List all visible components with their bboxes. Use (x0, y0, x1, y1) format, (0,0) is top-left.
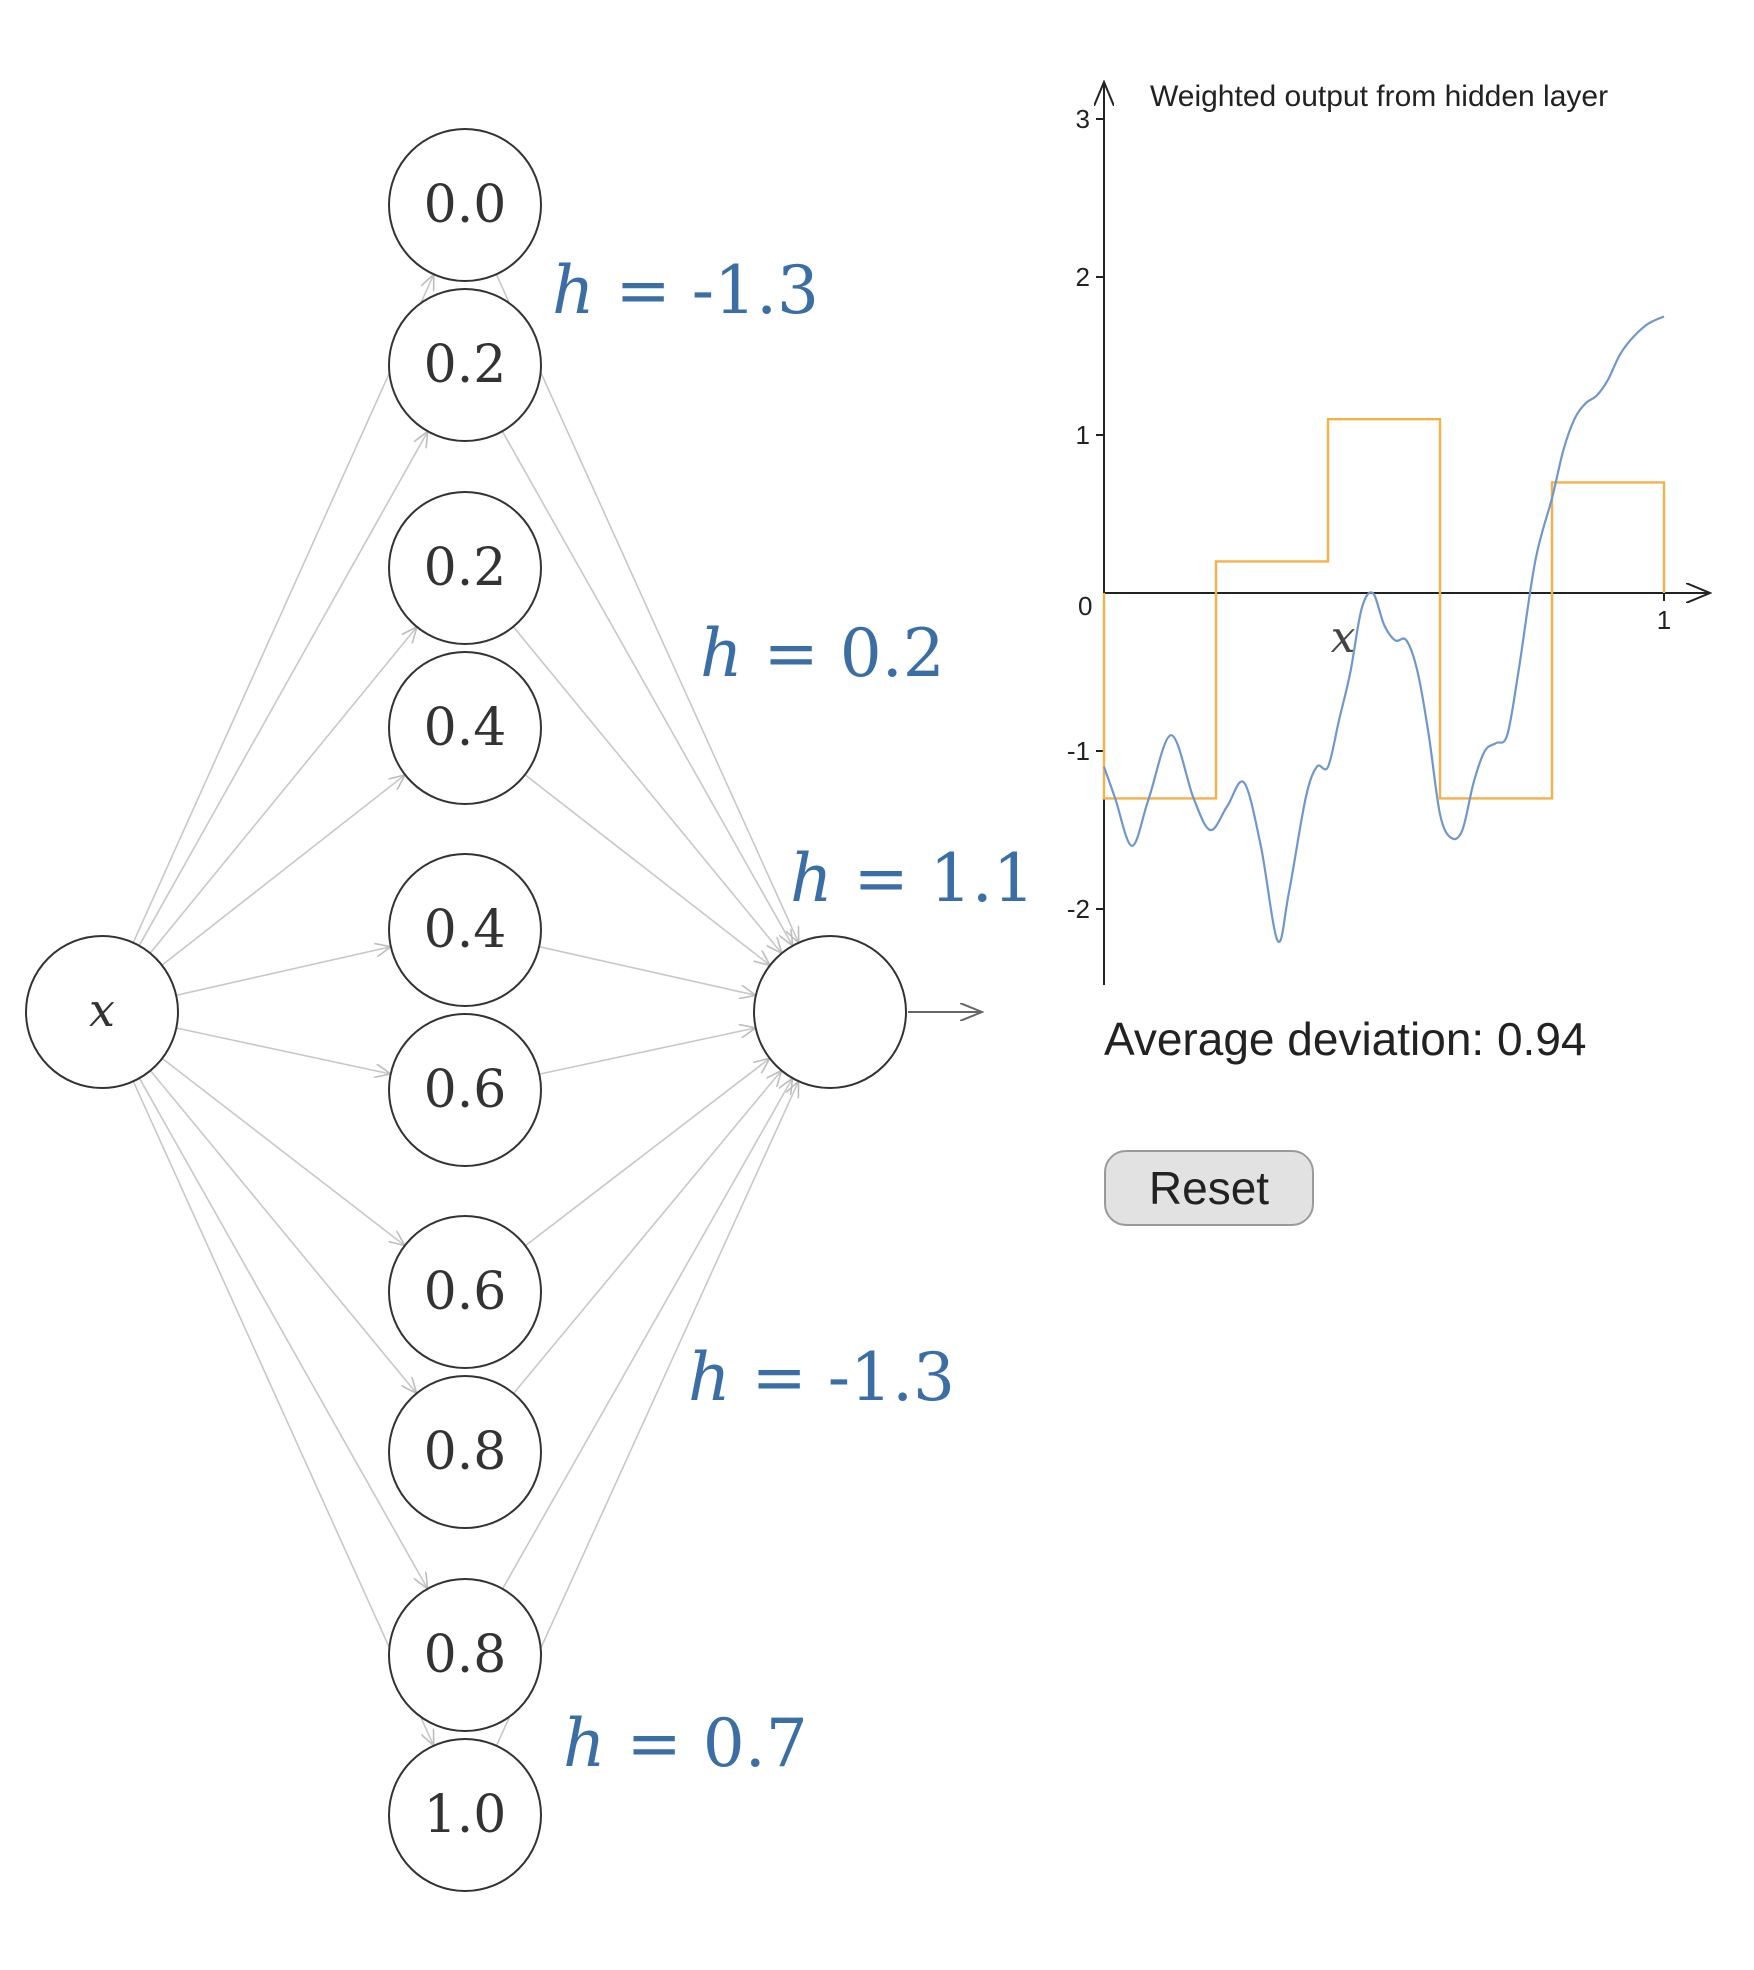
edge-hidden-output-8 (501, 1078, 793, 1590)
hidden-node-6[interactable]: 0.6 (388, 1215, 542, 1369)
input-node-label: x (89, 983, 115, 1037)
h-label-value: -1.3 (828, 1339, 955, 1416)
series-layer (1102, 315, 1666, 943)
edge-input-hidden-6 (161, 1057, 405, 1245)
h-label-pair-3[interactable]: h = 1.1 (790, 840, 1035, 917)
h-label-var: h (700, 615, 743, 692)
edge-hidden-output-1 (501, 430, 792, 946)
input-node[interactable]: x (25, 935, 179, 1089)
hidden-node-value: 0.2 (424, 538, 507, 598)
edge-hidden-output-7 (512, 1071, 782, 1395)
h-label-pair-5[interactable]: h = 0.7 (563, 1705, 808, 1782)
edge-input-hidden-0 (132, 274, 434, 944)
hidden-node-circle (388, 1013, 542, 1167)
edge-hidden-output-0 (495, 273, 798, 943)
h-label-pair-4[interactable]: h = -1.3 (688, 1339, 955, 1416)
h-label-var: h (563, 1705, 606, 1782)
hidden-node-value: 0.8 (424, 1625, 507, 1685)
hidden-node-circle (388, 651, 542, 805)
edge-input-hidden-1 (138, 431, 428, 947)
h-label-eq: = (743, 615, 840, 692)
output-node[interactable] (753, 935, 907, 1089)
hidden-node-3[interactable]: 0.4 (388, 651, 542, 805)
h-label-pair-1[interactable]: h = -1.3 (552, 252, 819, 329)
y-tick-label-3: 0 (1078, 591, 1092, 621)
weighted-output-chart: Weighted output from hidden layer 3 2 1 0 -1… (1067, 80, 1710, 985)
h-label-var: h (552, 252, 595, 329)
edge-hidden-output-5 (539, 1028, 755, 1075)
edge-hidden-output-4 (539, 945, 756, 996)
hidden-node-circle (388, 288, 542, 442)
hidden-node-4[interactable]: 0.4 (388, 853, 542, 1007)
edge-hidden-output-6 (524, 1058, 769, 1247)
hidden-node-value: 0.6 (424, 1060, 507, 1120)
y-ticks: 3 2 1 0 -1 -2 (1067, 104, 1104, 924)
hidden-node-9[interactable]: 1.0 (388, 1738, 542, 1892)
average-deviation-text: Average deviation: 0.94 (1104, 1013, 1587, 1065)
edge-input-hidden-9 (132, 1080, 433, 1745)
target-function-series (1102, 315, 1665, 943)
hidden-node-1[interactable]: 0.2 (388, 288, 542, 442)
h-label-value: 0.2 (840, 615, 945, 692)
h-label-eq: = (731, 1339, 828, 1416)
edge-input-hidden-8 (138, 1077, 427, 1589)
step-function-series (1102, 418, 1666, 800)
h-label-value: 0.7 (703, 1705, 808, 1782)
hidden-node-5[interactable]: 0.6 (388, 1013, 542, 1167)
hidden-node-value: 0.2 (424, 335, 507, 395)
h-label-value: 1.1 (930, 840, 1035, 917)
edges-layer (132, 273, 799, 1747)
hidden-node-circle (388, 491, 542, 645)
reset-button[interactable]: Reset (1104, 1150, 1314, 1226)
h-label-pair-2[interactable]: h = 0.2 (700, 615, 945, 692)
hidden-node-circle (388, 1375, 542, 1529)
h-label-eq: = (833, 840, 930, 917)
edge-input-hidden-2 (149, 627, 417, 954)
edge-input-hidden-7 (149, 1070, 416, 1394)
edge-input-hidden-5 (176, 1027, 390, 1074)
hidden-node-circle (388, 1215, 542, 1369)
hidden-node-circle (388, 853, 542, 1007)
h-label-value: -1.3 (692, 252, 819, 329)
hidden-node-8[interactable]: 0.8 (388, 1578, 542, 1732)
hidden-node-value: 0.6 (424, 1262, 507, 1322)
hidden-node-value: 0.8 (424, 1422, 507, 1482)
hidden-node-7[interactable]: 0.8 (388, 1375, 542, 1529)
edge-input-hidden-4 (175, 947, 391, 997)
h-label-eq: = (595, 252, 692, 329)
hidden-node-circle (388, 1578, 542, 1732)
hidden-node-0[interactable]: 0.0 (388, 128, 542, 282)
edge-hidden-output-9 (495, 1081, 798, 1747)
y-tick-label-5: -2 (1067, 894, 1090, 924)
hidden-node-circle (388, 128, 542, 282)
hidden-node-value: 0.0 (424, 175, 507, 235)
hidden-node-2[interactable]: 0.2 (388, 491, 542, 645)
edge-hidden-output-3 (524, 774, 770, 966)
hidden-node-circle (388, 1738, 542, 1892)
y-tick-label-4: -1 (1067, 736, 1090, 766)
edge-hidden-output-2 (512, 626, 781, 954)
hidden-node-value: 1.0 (424, 1785, 507, 1845)
y-tick-label-0: 3 (1076, 104, 1090, 134)
h-label-var: h (688, 1339, 731, 1416)
edge-input-hidden-3 (161, 775, 405, 966)
y-tick-label-2: 1 (1076, 420, 1090, 450)
y-tick-label-1: 2 (1076, 262, 1090, 292)
input-node-circle (25, 935, 179, 1089)
x-tick-label-0: 1 (1657, 605, 1671, 635)
x-ticks: 1 (1657, 593, 1671, 635)
h-label-var: h (790, 840, 833, 917)
chart-title: Weighted output from hidden layer (1150, 80, 1608, 113)
hidden-node-value: 0.4 (424, 698, 507, 758)
hidden-node-value: 0.4 (424, 900, 507, 960)
h-label-eq: = (606, 1705, 703, 1782)
x-axis-label: x (1331, 612, 1356, 663)
